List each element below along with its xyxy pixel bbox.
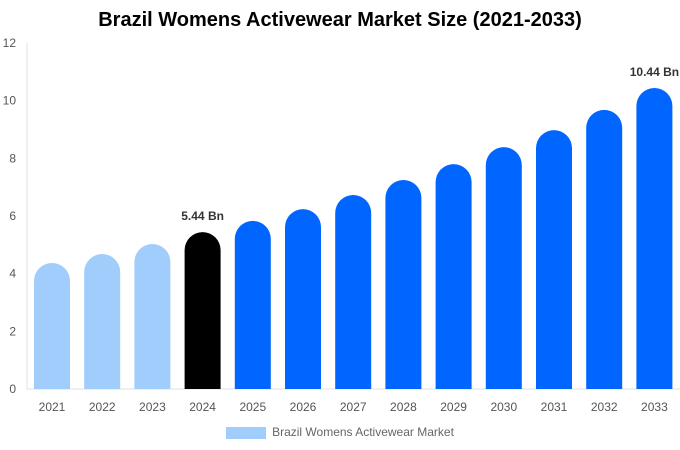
- chart-title: Brazil Womens Activewear Market Size (20…: [98, 9, 582, 31]
- x-tick-label: 2031: [541, 400, 568, 414]
- data-label: 10.44 Bn: [630, 65, 679, 79]
- y-tick-label: 10: [3, 94, 17, 108]
- x-tick-label: 2029: [440, 400, 467, 414]
- bar-2032: [586, 109, 623, 389]
- bar-2030: [485, 147, 522, 389]
- x-tick-label: 2028: [390, 400, 417, 414]
- y-tick-label: 12: [3, 36, 17, 50]
- bar-2022: [84, 254, 121, 389]
- bar-2033: [636, 87, 673, 389]
- x-tick-label: 2025: [239, 400, 266, 414]
- y-tick-label: 0: [9, 382, 16, 396]
- bar-2024: [184, 232, 221, 389]
- legend: Brazil Womens Activewear Market: [0, 425, 680, 439]
- x-tick-label: 2033: [641, 400, 668, 414]
- bar-2025: [234, 220, 271, 389]
- x-tick-label: 2023: [139, 400, 166, 414]
- bar-2028: [385, 179, 422, 389]
- bar-2023: [134, 243, 171, 389]
- bar-2027: [335, 194, 372, 389]
- y-tick-label: 8: [9, 151, 16, 165]
- x-tick-label: 2022: [89, 400, 116, 414]
- y-tick-label: 2: [9, 324, 16, 338]
- bar-2026: [285, 209, 321, 389]
- x-tick-label: 2026: [290, 400, 317, 414]
- y-tick-label: 6: [9, 209, 16, 223]
- x-tick-label: 2021: [39, 400, 66, 414]
- legend-label: Brazil Womens Activewear Market: [272, 425, 454, 439]
- data-label: 5.44 Bn: [181, 209, 224, 223]
- y-tick-label: 4: [9, 267, 16, 281]
- legend-swatch: [226, 426, 267, 439]
- bar-chart: 0 2 4 6 8 10 12 2021 2022 2023 2024 5.44 Bn 2025 2026…: [3, 36, 680, 414]
- bar-2031: [536, 130, 572, 389]
- bar-2021: [34, 263, 70, 389]
- x-tick-label: 2030: [490, 400, 517, 414]
- x-tick-label: 2024: [189, 400, 216, 414]
- x-tick-label: 2027: [340, 400, 367, 414]
- bar-2029: [435, 164, 472, 389]
- x-tick-label: 2032: [591, 400, 618, 414]
